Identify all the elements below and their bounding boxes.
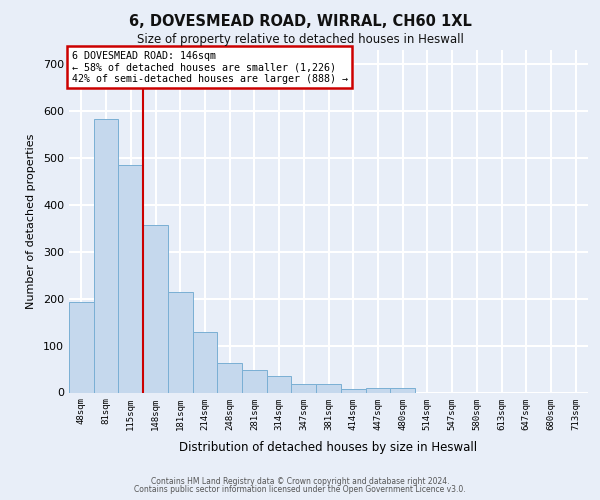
Bar [341,389,365,392]
Text: Size of property relative to detached houses in Heswall: Size of property relative to detached ho… [137,32,463,46]
Text: 6 DOVESMEAD ROAD: 146sqm
← 58% of detached houses are smaller (1,226)
42% of sem: 6 DOVESMEAD ROAD: 146sqm ← 58% of detach… [71,50,347,84]
Bar [292,384,316,392]
Bar [242,370,267,392]
Text: 6, DOVESMEAD ROAD, WIRRAL, CH60 1XL: 6, DOVESMEAD ROAD, WIRRAL, CH60 1XL [128,14,472,29]
Bar [94,119,118,392]
Bar [143,225,168,392]
Bar [217,363,242,392]
Y-axis label: Number of detached properties: Number of detached properties [26,134,36,309]
Text: Contains public sector information licensed under the Open Government Licence v3: Contains public sector information licen… [134,485,466,494]
Bar [168,292,193,392]
Bar [316,384,341,392]
Bar [267,376,292,392]
Bar [365,388,390,392]
X-axis label: Distribution of detached houses by size in Heswall: Distribution of detached houses by size … [179,440,478,454]
Bar [390,388,415,392]
Bar [193,332,217,392]
Bar [118,166,143,392]
Bar [69,302,94,392]
Text: Contains HM Land Registry data © Crown copyright and database right 2024.: Contains HM Land Registry data © Crown c… [151,477,449,486]
